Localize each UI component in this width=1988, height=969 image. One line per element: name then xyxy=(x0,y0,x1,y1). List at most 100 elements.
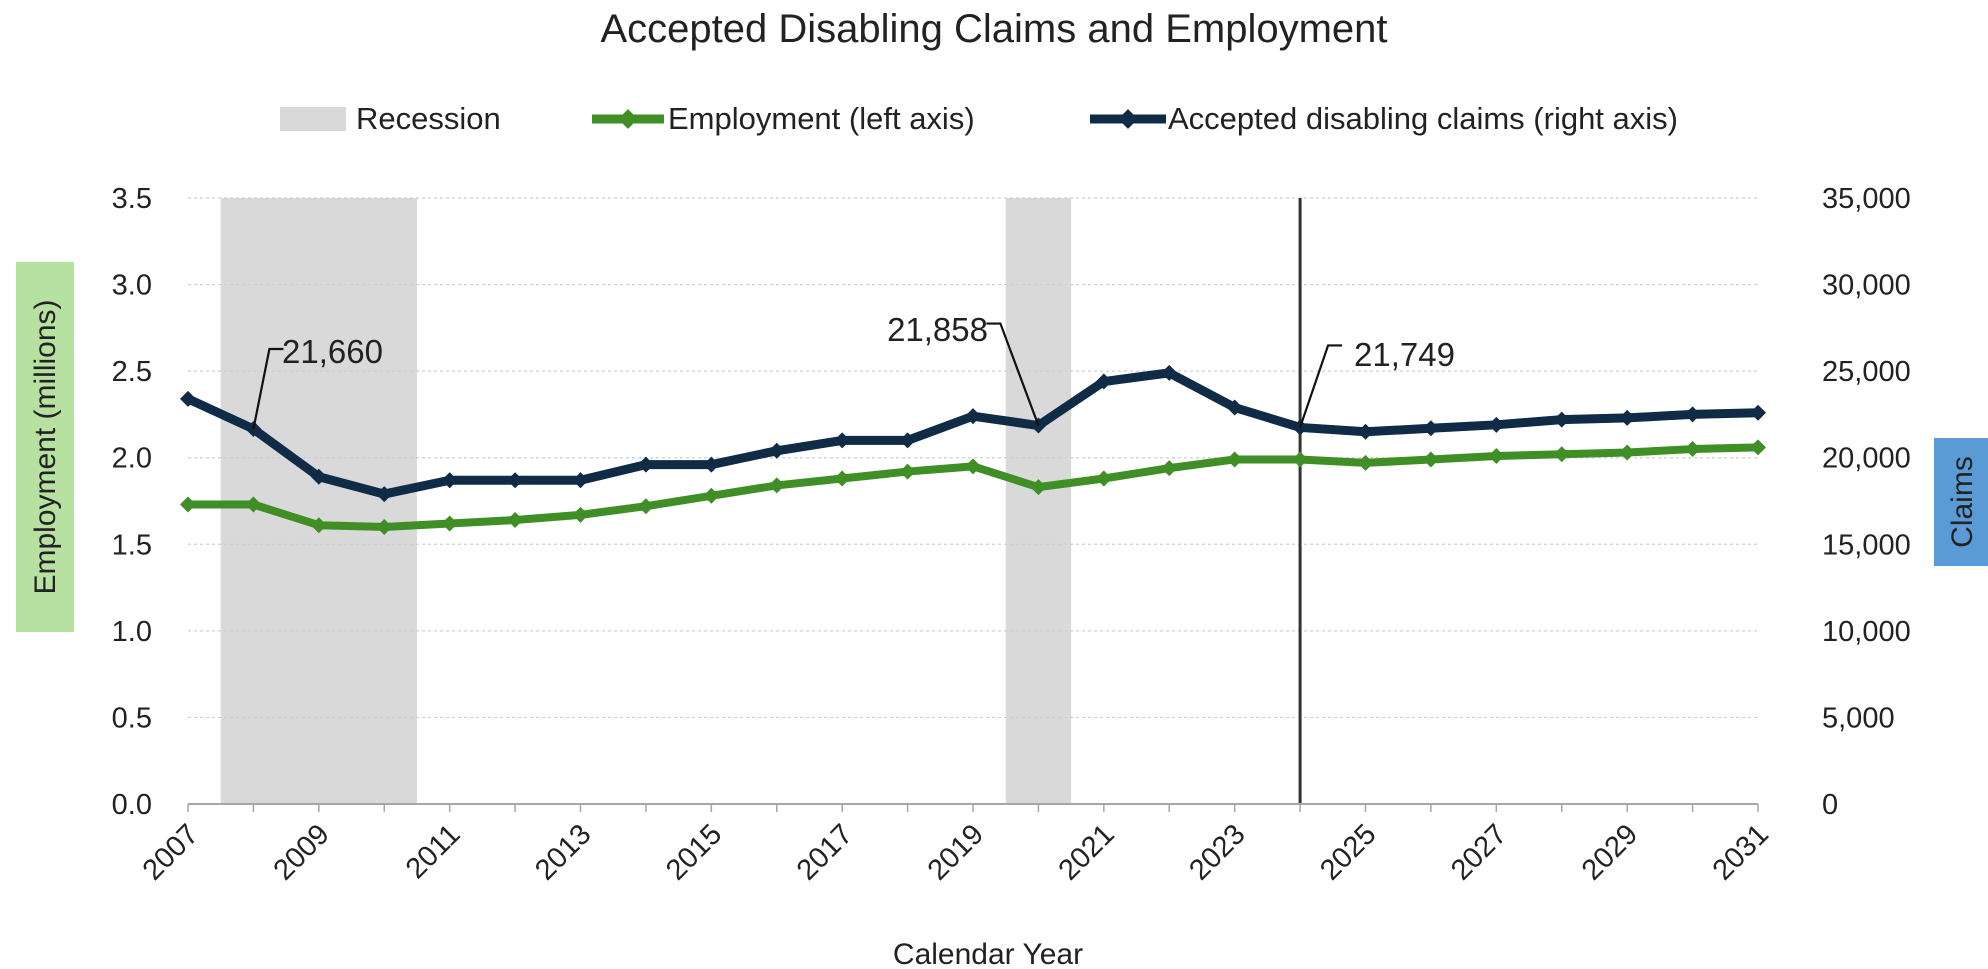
y-left-tick-label: 1.5 xyxy=(112,529,152,561)
legend: Recession Employment (left axis) Accepte… xyxy=(280,101,1678,136)
legend-claims-marker xyxy=(1118,109,1138,129)
data-point-employment xyxy=(1422,451,1439,468)
data-point-employment xyxy=(245,496,262,513)
left-axis-title: Employment (millions) xyxy=(16,262,74,632)
series-line-claims xyxy=(183,368,1763,499)
x-tick-label: 2023 xyxy=(1183,818,1251,886)
y-right-tick-label: 0 xyxy=(1822,789,1838,821)
data-point-claims xyxy=(1488,416,1505,433)
data-point-claims xyxy=(507,472,524,489)
callouts: 21,660 21,858 21,749 xyxy=(252,311,1455,430)
legend-employment-label: Employment (left axis) xyxy=(668,101,975,136)
data-point-claims xyxy=(899,432,916,449)
x-tick-label: 2015 xyxy=(660,818,728,886)
data-point-claims xyxy=(441,472,458,489)
recession-band-2 xyxy=(1005,198,1072,804)
data-point-claims xyxy=(703,456,720,473)
data-point-employment xyxy=(703,487,720,504)
y-right-tick-label: 25,000 xyxy=(1822,356,1911,388)
y-left-tick-label: 0.5 xyxy=(112,702,152,734)
callout-leader xyxy=(1299,344,1343,428)
y-left-tick-label: 2.0 xyxy=(112,443,152,475)
right-axis-title: Claims xyxy=(1934,438,1988,566)
data-point-claims xyxy=(180,390,196,407)
data-point-claims xyxy=(1357,423,1374,440)
data-point-claims xyxy=(1750,404,1766,421)
y-left-tick-label: 0.0 xyxy=(112,789,152,821)
y-right-tick-label: 35,000 xyxy=(1822,183,1911,215)
right-axis-title-text: Claims xyxy=(1946,456,1979,548)
data-point-claims xyxy=(637,456,654,473)
data-point-claims xyxy=(834,432,851,449)
data-point-employment xyxy=(1226,451,1243,468)
data-point-employment xyxy=(1030,479,1047,496)
data-point-employment xyxy=(180,496,196,513)
data-point-employment xyxy=(507,512,524,529)
y-left-tick-label: 2.5 xyxy=(112,356,152,388)
left-axis-title-text: Employment (millions) xyxy=(29,299,62,594)
y-right-tick-label: 30,000 xyxy=(1822,270,1911,302)
callout-label: 21,749 xyxy=(1354,336,1455,373)
data-point-claims xyxy=(1619,409,1636,426)
data-point-employment xyxy=(1684,441,1701,458)
data-point-claims xyxy=(376,486,393,503)
data-point-claims xyxy=(245,420,262,437)
callout-leader xyxy=(252,347,284,430)
data-point-employment xyxy=(768,477,785,494)
x-tick-label: 2017 xyxy=(791,818,859,886)
x-tick-label: 2031 xyxy=(1707,818,1775,886)
data-point-claims xyxy=(1684,406,1701,423)
left-axis-title-bg xyxy=(16,262,74,632)
y-right-tick-label: 5,000 xyxy=(1822,702,1895,734)
series xyxy=(180,364,1766,535)
data-point-claims xyxy=(1422,420,1439,437)
y-right-tick-label: 15,000 xyxy=(1822,529,1911,561)
data-point-claims xyxy=(965,408,981,425)
data-point-employment xyxy=(572,506,589,523)
x-tick-label: 2027 xyxy=(1445,818,1513,886)
y-left-tick-label: 3.0 xyxy=(112,270,152,302)
x-axis-title: Calendar Year xyxy=(893,938,1083,969)
x-tick-label: 2019 xyxy=(922,818,990,886)
data-point-employment xyxy=(965,458,981,475)
data-point-claims xyxy=(310,468,327,485)
x-tick-label: 2021 xyxy=(1053,818,1121,886)
x-tick-label: 2009 xyxy=(268,818,336,886)
data-point-employment xyxy=(1553,446,1570,463)
data-point-employment xyxy=(899,463,916,480)
y-right-tick-label: 20,000 xyxy=(1822,443,1911,475)
data-point-employment xyxy=(1095,470,1112,487)
data-point-employment xyxy=(310,517,327,534)
y-left-tick-label: 3.5 xyxy=(112,183,152,215)
x-tick-label: 2011 xyxy=(400,818,467,885)
x-tick-label: 2007 xyxy=(137,818,205,886)
data-point-employment xyxy=(1750,439,1766,456)
chart-title: Accepted Disabling Claims and Employment xyxy=(600,7,1387,51)
data-point-claims xyxy=(1095,373,1112,390)
data-point-claims xyxy=(768,442,785,459)
data-point-claims xyxy=(1161,364,1178,381)
y-left-tick-label: 1.0 xyxy=(112,616,152,648)
callout-leader xyxy=(986,322,1040,426)
data-point-employment xyxy=(834,470,851,487)
data-point-claims xyxy=(1553,411,1570,428)
data-point-employment xyxy=(1619,444,1636,461)
legend-claims-label: Accepted disabling claims (right axis) xyxy=(1168,101,1678,136)
right-axis-title-bg xyxy=(1934,438,1988,566)
y-right-tick-label: 10,000 xyxy=(1822,616,1911,648)
legend-recession-swatch xyxy=(280,107,346,131)
data-point-employment xyxy=(1357,454,1374,471)
legend-employment-marker xyxy=(618,109,638,129)
data-point-employment xyxy=(1161,460,1178,477)
data-point-employment xyxy=(376,518,393,535)
axes xyxy=(187,803,1759,812)
data-point-employment xyxy=(441,515,458,532)
data-point-employment xyxy=(1292,451,1309,468)
data-point-employment xyxy=(637,498,654,515)
callout-label: 21,858 xyxy=(887,311,988,348)
data-point-claims xyxy=(572,472,589,489)
data-point-claims xyxy=(1226,399,1243,416)
callout-label: 21,660 xyxy=(282,333,383,370)
x-tick-label: 2013 xyxy=(529,818,597,886)
legend-recession-label: Recession xyxy=(356,101,501,136)
